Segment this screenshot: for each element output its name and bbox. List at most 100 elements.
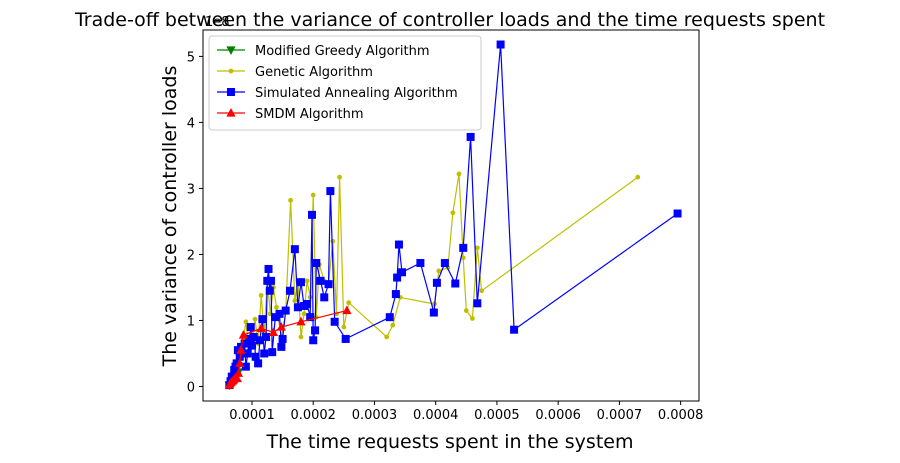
data-point <box>238 329 249 339</box>
data-point <box>337 174 342 180</box>
data-point <box>391 290 400 299</box>
data-point <box>251 352 260 361</box>
data-point <box>470 316 475 321</box>
data-point <box>341 324 347 330</box>
data-point <box>304 278 310 284</box>
data-point <box>232 359 241 368</box>
data-point <box>260 349 269 358</box>
data-point <box>236 345 246 354</box>
data-point <box>306 313 315 322</box>
data-point <box>324 280 333 289</box>
data-point <box>293 303 302 312</box>
legend-label: SMDM Algorithm <box>255 107 364 122</box>
data-point <box>252 316 258 322</box>
data-point <box>429 308 438 317</box>
data-point <box>307 210 316 219</box>
legend-label: Modified Greedy Algorithm <box>255 44 429 59</box>
series-smdm-algorithm <box>224 305 352 389</box>
data-point <box>243 349 252 358</box>
data-point <box>277 342 286 351</box>
series-simulated-annealing-algorithm <box>225 40 682 390</box>
data-point <box>673 209 682 218</box>
data-point <box>278 334 287 343</box>
data-point <box>393 273 402 282</box>
data-point <box>288 197 293 203</box>
data-point <box>341 334 350 343</box>
data-point <box>232 373 242 383</box>
data-point <box>440 259 449 268</box>
data-point <box>311 326 320 335</box>
x-tick-label: 0.0007 <box>597 408 643 423</box>
series-line <box>228 173 639 384</box>
x-tick-label: 0.0006 <box>535 408 581 423</box>
y-offset-label: 1e8 <box>205 15 230 30</box>
data-point <box>262 332 271 341</box>
data-point <box>635 174 641 180</box>
y-tick-label: 2 <box>187 248 195 263</box>
series-layer <box>224 40 682 391</box>
data-point <box>268 327 279 336</box>
data-point <box>258 315 267 324</box>
data-point <box>290 245 299 254</box>
data-point <box>265 286 274 295</box>
legend-marker <box>226 108 236 117</box>
data-point <box>473 299 482 308</box>
y-tick-label: 1 <box>187 314 195 329</box>
data-point <box>256 323 266 332</box>
data-point <box>235 358 245 367</box>
data-point <box>247 341 256 350</box>
data-point <box>298 334 304 340</box>
data-point <box>463 308 469 313</box>
data-point <box>310 192 316 198</box>
data-point <box>281 306 290 315</box>
data-point <box>246 323 255 332</box>
data-point <box>416 259 425 268</box>
data-point <box>326 187 335 196</box>
data-point <box>266 276 275 285</box>
data-point <box>254 359 263 368</box>
data-point <box>249 332 258 341</box>
data-point <box>316 276 325 285</box>
data-point <box>274 304 279 310</box>
legend: Modified Greedy Algorithm Genetic Algorit… <box>208 35 482 131</box>
data-point <box>275 309 284 318</box>
data-point <box>303 299 312 308</box>
data-point <box>258 292 264 298</box>
data-point <box>398 268 407 277</box>
x-axis: 0.0001 0.0002 0.0003 0.0004 0.0005 0.0006 0.00… <box>229 401 703 423</box>
x-tick-label: 0.0002 <box>290 408 336 423</box>
data-point <box>243 319 249 325</box>
data-point <box>245 334 254 343</box>
data-point <box>330 238 336 244</box>
x-tick-label: 0.0004 <box>413 408 459 423</box>
data-point <box>385 313 394 322</box>
data-point <box>451 279 460 288</box>
y-axis-title: The variance of controller loads <box>159 66 181 368</box>
data-point <box>320 293 329 302</box>
y-tick-label: 3 <box>187 182 195 197</box>
y-axis: 0 1 2 3 4 5 <box>187 50 203 395</box>
data-point <box>271 313 280 322</box>
y-tick-label: 0 <box>187 380 195 395</box>
data-point <box>240 339 249 348</box>
data-point <box>346 300 352 306</box>
plot-area <box>202 29 700 402</box>
data-point <box>466 132 475 141</box>
x-tick-label: 0.0001 <box>229 408 275 423</box>
x-tick-label: 0.0003 <box>352 408 398 423</box>
data-point <box>342 305 352 315</box>
x-tick-label: 0.0005 <box>474 408 520 423</box>
data-point <box>394 240 403 249</box>
x-axis-title: The time requests spent in the system <box>266 431 634 453</box>
data-point <box>460 255 466 261</box>
data-point <box>432 278 441 287</box>
y-tick-label: 5 <box>187 50 195 65</box>
data-point <box>268 348 277 357</box>
data-point <box>330 317 339 326</box>
data-point <box>285 286 294 295</box>
data-point <box>479 288 485 294</box>
legend-marker <box>226 46 236 55</box>
legend-marker <box>227 88 235 96</box>
data-point <box>309 336 318 345</box>
data-point <box>474 245 480 251</box>
